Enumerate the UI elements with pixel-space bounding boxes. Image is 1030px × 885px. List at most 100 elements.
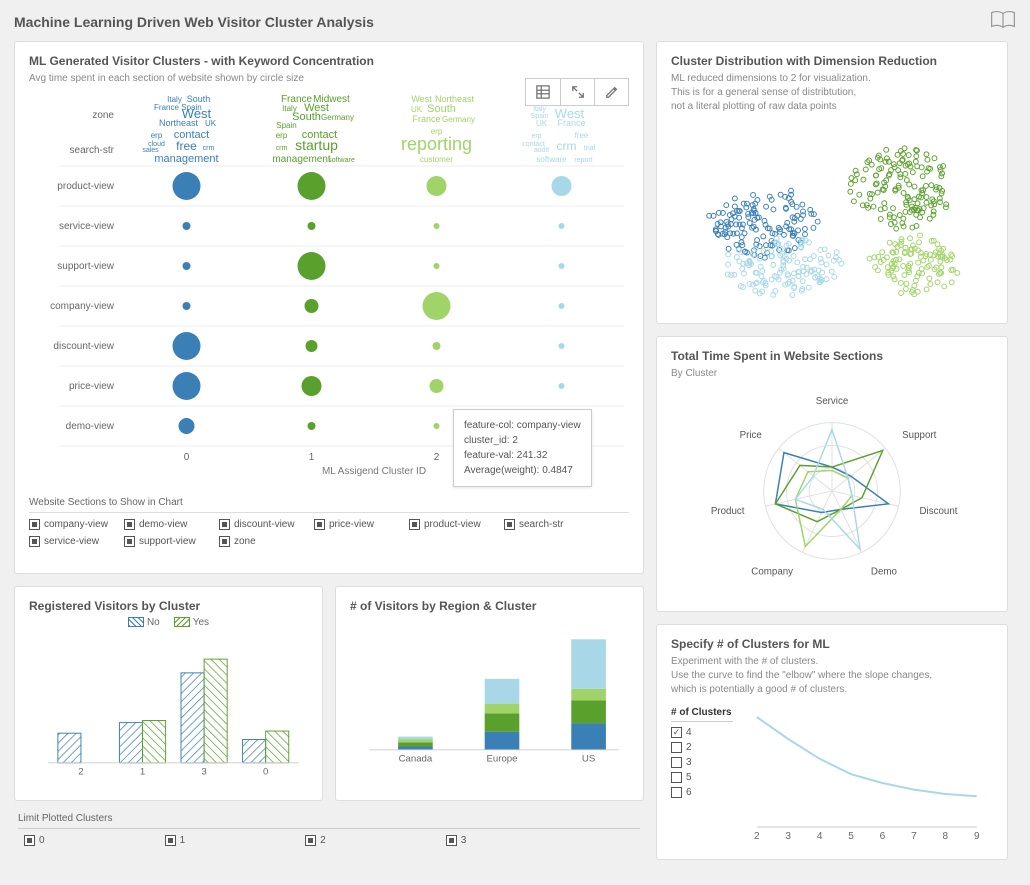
limit-2[interactable]: 2	[305, 835, 326, 846]
svg-text:company-view: company-view	[50, 301, 115, 312]
cluster-opts-header: # of Clusters	[671, 707, 733, 722]
svg-text:2: 2	[78, 766, 83, 777]
svg-text:Italy: Italy	[533, 106, 546, 113]
chart-toolbar	[525, 78, 629, 106]
svg-text:UK: UK	[536, 119, 548, 128]
svg-text:price-view: price-view	[69, 381, 115, 392]
svg-text:Company: Company	[751, 567, 793, 578]
svg-text:management: management	[154, 153, 218, 165]
panel-elbow: Specify # of Clusters for ML Experiment …	[656, 624, 1008, 860]
svg-text:erp: erp	[151, 131, 163, 140]
clusters-opt-2[interactable]: 2	[671, 742, 733, 753]
radar-subtitle: By Cluster	[671, 367, 993, 381]
svg-text:France: France	[412, 114, 440, 124]
limit-header: Limit Plotted Clusters	[18, 813, 640, 829]
tooltip: feature-col: company-viewcluster_id: 2fe…	[453, 409, 592, 487]
clusters-opt-5[interactable]: 5	[671, 772, 733, 783]
elbow-chart[interactable]: 23456789	[741, 707, 993, 847]
svg-text:1: 1	[309, 452, 315, 463]
svg-text:2: 2	[434, 452, 440, 463]
panel-scatter: Cluster Distribution with Dimension Redu…	[656, 41, 1008, 324]
filter-demo-view[interactable]: demo-view	[124, 519, 219, 530]
data-table-icon[interactable]	[526, 79, 560, 105]
svg-text:8: 8	[943, 831, 949, 842]
filter-company-view[interactable]: company-view	[29, 519, 124, 530]
svg-text:software: software	[328, 157, 355, 164]
filter-header: Website Sections to Show in Chart	[29, 497, 629, 513]
filter-support-view[interactable]: support-view	[124, 536, 219, 547]
elbow-desc: Experiment with the # of clusters.Use th…	[671, 655, 993, 697]
filter-search-str[interactable]: search-str	[504, 519, 599, 530]
clusters-opt-4[interactable]: 4	[671, 727, 733, 738]
svg-text:reporting: reporting	[401, 134, 472, 154]
svg-text:software: software	[536, 155, 567, 164]
svg-text:Europe: Europe	[487, 753, 518, 764]
svg-text:Spain: Spain	[276, 121, 296, 130]
radar-title: Total Time Spent in Website Sections	[671, 349, 993, 363]
filter-product-view[interactable]: product-view	[409, 519, 504, 530]
limit-3[interactable]: 3	[446, 835, 467, 846]
svg-text:product-view: product-view	[57, 181, 114, 192]
edit-pencil-icon[interactable]	[594, 79, 628, 105]
svg-text:demo-view: demo-view	[66, 421, 115, 432]
svg-text:France: France	[154, 103, 179, 112]
svg-text:customer: customer	[420, 155, 453, 164]
limit-strip: Limit Plotted Clusters 0 1 2 3	[14, 813, 644, 846]
limit-1[interactable]: 1	[165, 835, 186, 846]
elbow-title: Specify # of Clusters for ML	[671, 637, 993, 651]
svg-text:Product: Product	[711, 506, 745, 517]
svg-text:ML Assigend Cluster ID: ML Assigend Cluster ID	[322, 466, 426, 477]
filter-discount-view[interactable]: discount-view	[219, 519, 314, 530]
registered-legend: No Yes	[29, 617, 308, 628]
filter-zone[interactable]: zone	[219, 536, 314, 547]
svg-text:trial: trial	[584, 145, 596, 152]
filter-price-view[interactable]: price-view	[314, 519, 409, 530]
region-title: # of Visitors by Region & Cluster	[350, 599, 629, 613]
svg-text:7: 7	[912, 831, 918, 842]
svg-text:Canada: Canada	[399, 753, 433, 764]
svg-text:6: 6	[880, 831, 886, 842]
region-chart[interactable]: Canada Europe US	[350, 617, 629, 772]
radar-chart[interactable]: ServiceSupportDiscountDemoCompanyProduct…	[671, 381, 993, 596]
svg-text:crm: crm	[203, 145, 215, 152]
filter-checks: company-viewdemo-viewdiscount-viewprice-…	[29, 519, 629, 547]
scatter-chart[interactable]	[671, 118, 993, 308]
svg-text:audit: audit	[534, 147, 549, 154]
svg-text:startup: startup	[295, 137, 338, 153]
svg-text:erp: erp	[531, 133, 541, 140]
svg-text:service-view: service-view	[59, 221, 115, 232]
svg-text:free: free	[575, 131, 589, 140]
scatter-desc: ML reduced dimensions to 2 for visualiza…	[671, 72, 993, 114]
svg-text:US: US	[582, 753, 595, 764]
svg-text:3: 3	[201, 766, 206, 777]
svg-text:Discount: Discount	[920, 506, 958, 517]
svg-text:crm: crm	[276, 145, 288, 152]
expand-icon[interactable]	[560, 79, 594, 105]
help-book-icon[interactable]	[990, 10, 1016, 33]
svg-text:Price: Price	[740, 430, 762, 441]
svg-text:France: France	[557, 118, 585, 128]
svg-text:support-view: support-view	[57, 261, 114, 272]
svg-text:Northeast: Northeast	[159, 118, 199, 128]
panel-registered: Registered Visitors by Cluster No Yes 21…	[14, 586, 323, 801]
clusters-title: ML Generated Visitor Clusters - with Key…	[29, 54, 629, 68]
svg-text:Germany: Germany	[442, 115, 475, 124]
scatter-title: Cluster Distribution with Dimension Redu…	[671, 54, 993, 68]
svg-text:2: 2	[754, 831, 760, 842]
svg-text:management: management	[272, 154, 331, 165]
svg-text:UK: UK	[205, 119, 217, 128]
svg-text:Demo: Demo	[871, 567, 898, 578]
registered-chart[interactable]: 2130	[29, 630, 308, 785]
svg-text:Service: Service	[816, 396, 849, 407]
panel-radar: Total Time Spent in Website Sections By …	[656, 336, 1008, 612]
limit-0[interactable]: 0	[24, 835, 45, 846]
svg-text:erp: erp	[276, 131, 288, 140]
filter-service-view[interactable]: service-view	[29, 536, 124, 547]
svg-text:1: 1	[140, 766, 145, 777]
page-title: Machine Learning Driven Web Visitor Clus…	[14, 14, 374, 30]
svg-text:crm: crm	[557, 139, 577, 153]
svg-text:discount-view: discount-view	[53, 341, 114, 352]
svg-text:report: report	[574, 157, 592, 164]
clusters-opt-3[interactable]: 3	[671, 757, 733, 768]
clusters-opt-6[interactable]: 6	[671, 787, 733, 798]
